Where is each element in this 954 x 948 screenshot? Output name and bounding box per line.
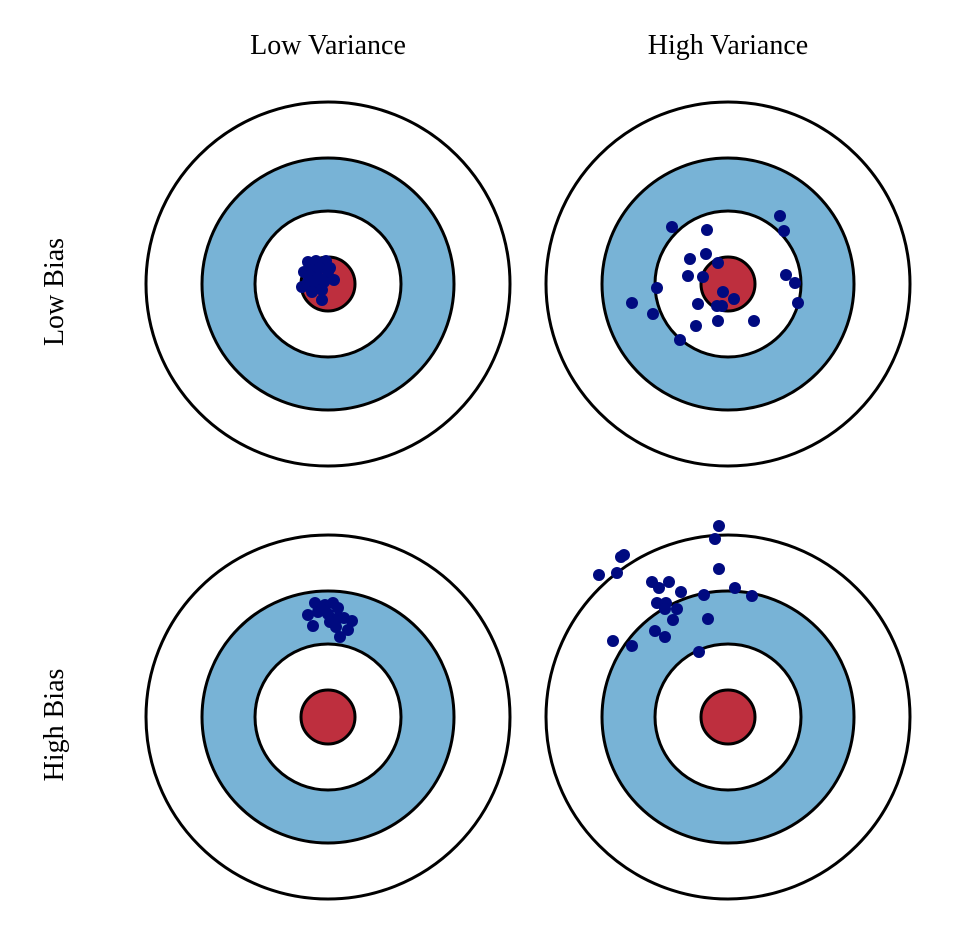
target-low-bias-low-variance [144,100,512,468]
sample-point [690,320,702,332]
sample-point [729,582,741,594]
sample-point [316,604,328,616]
sample-point [698,589,710,601]
sample-point [748,315,760,327]
sample-point [611,567,623,579]
sample-point [701,224,713,236]
bullseye [699,255,757,313]
sample-point [692,298,704,310]
sample-point [306,286,318,298]
target-low-bias-high-variance [544,100,912,468]
sample-point [316,284,328,296]
sample-point [626,640,638,652]
sample-point [746,590,758,602]
sample-point [659,603,671,615]
sample-point [713,520,725,532]
sample-point [342,624,354,636]
sample-point [346,615,358,627]
sample-point [684,253,696,265]
sample-point [647,308,659,320]
sample-point [324,262,336,274]
sample-point [666,221,678,233]
sample-point [328,274,340,286]
sample-point [712,315,724,327]
sample-point [792,297,804,309]
sample-point [316,294,328,306]
sample-point [675,586,687,598]
column-label-high-variance: High Variance [647,30,809,61]
sample-point [709,533,721,545]
sample-point [334,631,346,643]
bullseye [299,688,357,746]
sample-point [728,293,740,305]
sample-point [682,270,694,282]
sample-point [697,271,709,283]
sample-point [700,248,712,260]
sample-point [778,225,790,237]
sample-point [302,609,314,621]
sample-point [774,210,786,222]
sample-point [716,300,728,312]
sample-point [713,563,725,575]
sample-point [789,277,801,289]
sample-point [667,614,679,626]
sample-point [674,334,686,346]
sample-point [653,582,665,594]
sample-point [693,646,705,658]
sample-point [593,569,605,581]
sample-point [712,257,724,269]
sample-point [671,603,683,615]
sample-point [296,281,308,293]
target-high-bias-low-variance [144,533,512,901]
sample-point [717,286,729,298]
sample-point [607,635,619,647]
sample-point [780,269,792,281]
sample-point [626,297,638,309]
sample-point [332,602,344,614]
sample-point [702,613,714,625]
sample-point [618,549,630,561]
sample-point [659,631,671,643]
sample-point [649,625,661,637]
bullseye [699,688,757,746]
sample-point [307,620,319,632]
sample-point [330,621,342,633]
column-label-low-variance: Low Variance [250,30,406,61]
target-high-bias-high-variance [544,520,912,901]
sample-point [312,272,324,284]
sample-point [663,576,675,588]
sample-point [651,282,663,294]
